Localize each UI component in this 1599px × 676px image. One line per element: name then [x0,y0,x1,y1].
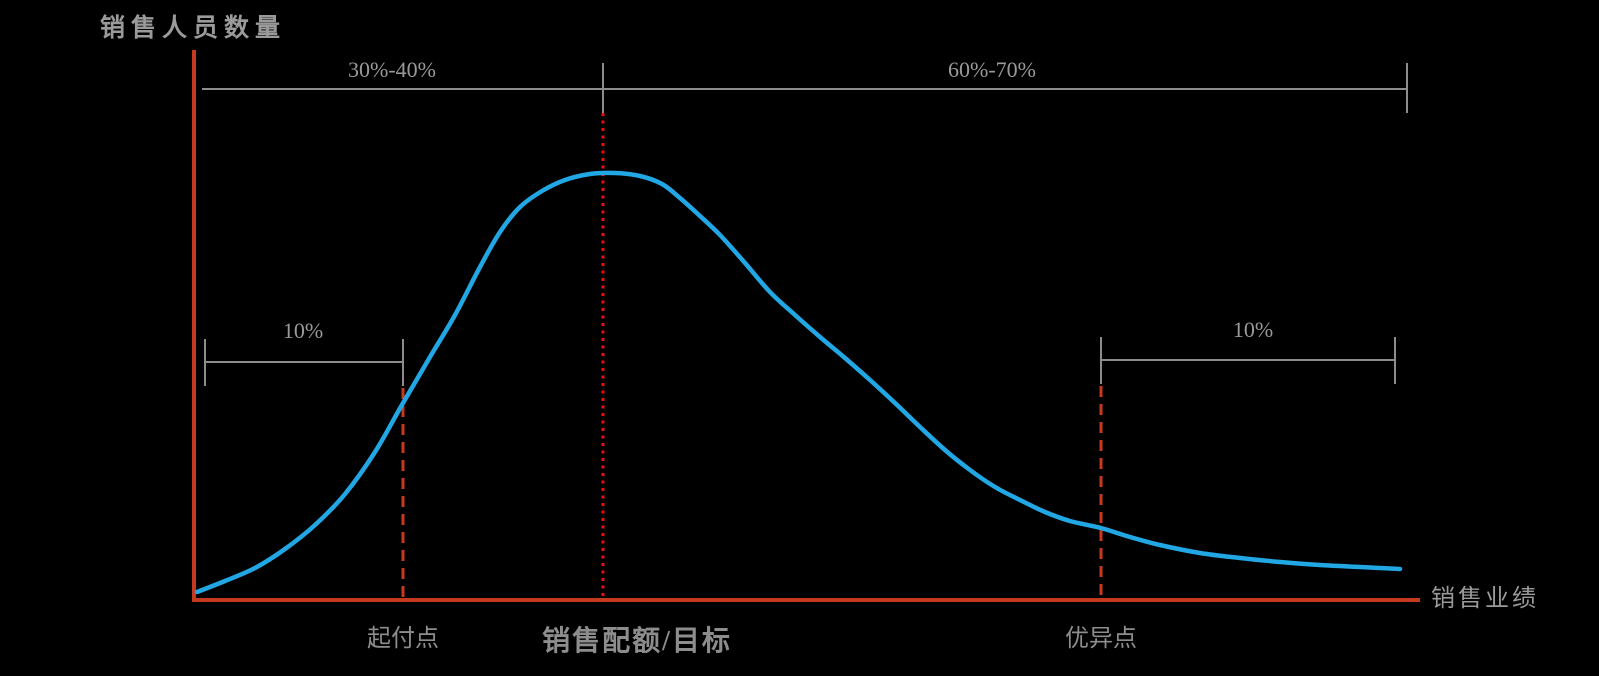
y-axis-title: 销售人员数量 [100,13,286,42]
right-10pct-bracket [1100,337,1396,384]
range-label-60-70: 60%-70% [948,57,1036,82]
distribution-curve [194,170,1403,595]
excellence-label: 优异点 [1065,625,1137,652]
top-range-bracket [202,63,1408,113]
quota-label: 销售配额/目标 [542,625,732,657]
left-10pct-bracket [204,339,404,386]
x-axis-title: 销售业绩 [1431,585,1539,612]
threshold-label: 起付点 [367,625,439,652]
range-label-10-left: 10% [283,318,323,343]
range-label-30-40: 30%-40% [348,57,436,82]
range-label-10-right: 10% [1233,317,1273,342]
